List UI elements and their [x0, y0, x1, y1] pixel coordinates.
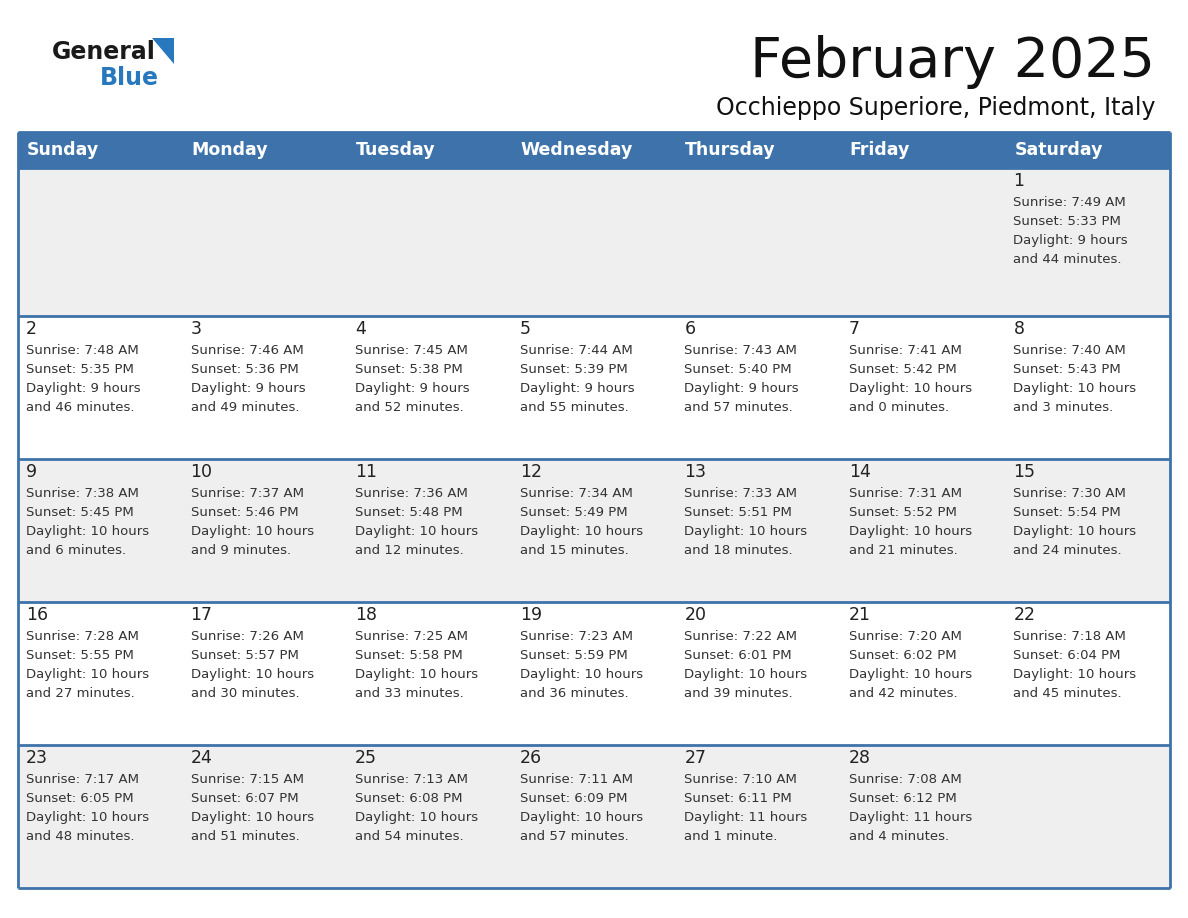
- Bar: [18, 132, 183, 168]
- Text: Sunrise: 7:28 AM
Sunset: 5:55 PM
Daylight: 10 hours
and 27 minutes.: Sunrise: 7:28 AM Sunset: 5:55 PM Dayligh…: [26, 630, 150, 700]
- Text: 8: 8: [1013, 320, 1024, 338]
- Text: 9: 9: [26, 463, 37, 481]
- Bar: [18, 168, 1170, 316]
- Text: Sunrise: 7:17 AM
Sunset: 6:05 PM
Daylight: 10 hours
and 48 minutes.: Sunrise: 7:17 AM Sunset: 6:05 PM Dayligh…: [26, 773, 150, 843]
- Text: 5: 5: [519, 320, 531, 338]
- Text: Sunrise: 7:22 AM
Sunset: 6:01 PM
Daylight: 10 hours
and 39 minutes.: Sunrise: 7:22 AM Sunset: 6:01 PM Dayligh…: [684, 630, 808, 700]
- Text: Sunrise: 7:31 AM
Sunset: 5:52 PM
Daylight: 10 hours
and 21 minutes.: Sunrise: 7:31 AM Sunset: 5:52 PM Dayligh…: [849, 487, 972, 557]
- Text: Sunrise: 7:49 AM
Sunset: 5:33 PM
Daylight: 9 hours
and 44 minutes.: Sunrise: 7:49 AM Sunset: 5:33 PM Dayligh…: [1013, 196, 1129, 266]
- Text: 23: 23: [26, 749, 48, 767]
- Text: 14: 14: [849, 463, 871, 481]
- Text: Sunrise: 7:20 AM
Sunset: 6:02 PM
Daylight: 10 hours
and 42 minutes.: Sunrise: 7:20 AM Sunset: 6:02 PM Dayligh…: [849, 630, 972, 700]
- Text: 22: 22: [1013, 606, 1036, 624]
- Text: 20: 20: [684, 606, 707, 624]
- Text: Sunrise: 7:33 AM
Sunset: 5:51 PM
Daylight: 10 hours
and 18 minutes.: Sunrise: 7:33 AM Sunset: 5:51 PM Dayligh…: [684, 487, 808, 557]
- Text: 7: 7: [849, 320, 860, 338]
- Text: 1: 1: [1013, 172, 1024, 190]
- Bar: [18, 459, 1170, 602]
- Text: Tuesday: Tuesday: [356, 141, 436, 159]
- Text: Sunrise: 7:30 AM
Sunset: 5:54 PM
Daylight: 10 hours
and 24 minutes.: Sunrise: 7:30 AM Sunset: 5:54 PM Dayligh…: [1013, 487, 1137, 557]
- Text: Sunrise: 7:34 AM
Sunset: 5:49 PM
Daylight: 10 hours
and 15 minutes.: Sunrise: 7:34 AM Sunset: 5:49 PM Dayligh…: [519, 487, 643, 557]
- Text: 3: 3: [190, 320, 202, 338]
- Text: Sunrise: 7:37 AM
Sunset: 5:46 PM
Daylight: 10 hours
and 9 minutes.: Sunrise: 7:37 AM Sunset: 5:46 PM Dayligh…: [190, 487, 314, 557]
- Text: 11: 11: [355, 463, 377, 481]
- Bar: [18, 602, 1170, 745]
- Bar: [347, 132, 512, 168]
- Text: 21: 21: [849, 606, 871, 624]
- Bar: [183, 132, 347, 168]
- Text: Blue: Blue: [100, 66, 159, 90]
- Polygon shape: [152, 38, 173, 64]
- Text: Saturday: Saturday: [1015, 141, 1102, 159]
- Text: 26: 26: [519, 749, 542, 767]
- Text: Sunrise: 7:44 AM
Sunset: 5:39 PM
Daylight: 9 hours
and 55 minutes.: Sunrise: 7:44 AM Sunset: 5:39 PM Dayligh…: [519, 344, 634, 414]
- Text: Sunrise: 7:48 AM
Sunset: 5:35 PM
Daylight: 9 hours
and 46 minutes.: Sunrise: 7:48 AM Sunset: 5:35 PM Dayligh…: [26, 344, 140, 414]
- Text: Wednesday: Wednesday: [520, 141, 633, 159]
- Bar: [18, 745, 1170, 888]
- Bar: [1005, 132, 1170, 168]
- Text: Sunrise: 7:40 AM
Sunset: 5:43 PM
Daylight: 10 hours
and 3 minutes.: Sunrise: 7:40 AM Sunset: 5:43 PM Dayligh…: [1013, 344, 1137, 414]
- Text: 16: 16: [26, 606, 49, 624]
- Text: 4: 4: [355, 320, 366, 338]
- Text: 17: 17: [190, 606, 213, 624]
- Bar: [512, 132, 676, 168]
- Text: Sunrise: 7:46 AM
Sunset: 5:36 PM
Daylight: 9 hours
and 49 minutes.: Sunrise: 7:46 AM Sunset: 5:36 PM Dayligh…: [190, 344, 305, 414]
- Text: 19: 19: [519, 606, 542, 624]
- Text: Sunrise: 7:15 AM
Sunset: 6:07 PM
Daylight: 10 hours
and 51 minutes.: Sunrise: 7:15 AM Sunset: 6:07 PM Dayligh…: [190, 773, 314, 843]
- Text: Sunrise: 7:10 AM
Sunset: 6:11 PM
Daylight: 11 hours
and 1 minute.: Sunrise: 7:10 AM Sunset: 6:11 PM Dayligh…: [684, 773, 808, 843]
- Text: Monday: Monday: [191, 141, 268, 159]
- Text: Friday: Friday: [849, 141, 910, 159]
- Text: 10: 10: [190, 463, 213, 481]
- Text: 2: 2: [26, 320, 37, 338]
- Text: 18: 18: [355, 606, 377, 624]
- Text: Sunrise: 7:13 AM
Sunset: 6:08 PM
Daylight: 10 hours
and 54 minutes.: Sunrise: 7:13 AM Sunset: 6:08 PM Dayligh…: [355, 773, 479, 843]
- Text: 15: 15: [1013, 463, 1036, 481]
- Text: 27: 27: [684, 749, 707, 767]
- Text: Sunrise: 7:23 AM
Sunset: 5:59 PM
Daylight: 10 hours
and 36 minutes.: Sunrise: 7:23 AM Sunset: 5:59 PM Dayligh…: [519, 630, 643, 700]
- Text: Sunrise: 7:36 AM
Sunset: 5:48 PM
Daylight: 10 hours
and 12 minutes.: Sunrise: 7:36 AM Sunset: 5:48 PM Dayligh…: [355, 487, 479, 557]
- Text: Sunrise: 7:26 AM
Sunset: 5:57 PM
Daylight: 10 hours
and 30 minutes.: Sunrise: 7:26 AM Sunset: 5:57 PM Dayligh…: [190, 630, 314, 700]
- Text: Sunrise: 7:43 AM
Sunset: 5:40 PM
Daylight: 9 hours
and 57 minutes.: Sunrise: 7:43 AM Sunset: 5:40 PM Dayligh…: [684, 344, 798, 414]
- Text: Sunrise: 7:08 AM
Sunset: 6:12 PM
Daylight: 11 hours
and 4 minutes.: Sunrise: 7:08 AM Sunset: 6:12 PM Dayligh…: [849, 773, 972, 843]
- Text: Sunday: Sunday: [27, 141, 100, 159]
- Text: Occhieppo Superiore, Piedmont, Italy: Occhieppo Superiore, Piedmont, Italy: [715, 96, 1155, 120]
- Bar: [841, 132, 1005, 168]
- Text: 24: 24: [190, 749, 213, 767]
- Text: 25: 25: [355, 749, 377, 767]
- Text: Sunrise: 7:11 AM
Sunset: 6:09 PM
Daylight: 10 hours
and 57 minutes.: Sunrise: 7:11 AM Sunset: 6:09 PM Dayligh…: [519, 773, 643, 843]
- Bar: [18, 316, 1170, 459]
- Bar: [676, 132, 841, 168]
- Text: 6: 6: [684, 320, 695, 338]
- Text: Sunrise: 7:25 AM
Sunset: 5:58 PM
Daylight: 10 hours
and 33 minutes.: Sunrise: 7:25 AM Sunset: 5:58 PM Dayligh…: [355, 630, 479, 700]
- Text: Sunrise: 7:45 AM
Sunset: 5:38 PM
Daylight: 9 hours
and 52 minutes.: Sunrise: 7:45 AM Sunset: 5:38 PM Dayligh…: [355, 344, 469, 414]
- Text: General: General: [52, 40, 156, 64]
- Text: Thursday: Thursday: [685, 141, 776, 159]
- Text: February 2025: February 2025: [750, 35, 1155, 89]
- Text: Sunrise: 7:41 AM
Sunset: 5:42 PM
Daylight: 10 hours
and 0 minutes.: Sunrise: 7:41 AM Sunset: 5:42 PM Dayligh…: [849, 344, 972, 414]
- Text: 12: 12: [519, 463, 542, 481]
- Text: 28: 28: [849, 749, 871, 767]
- Text: Sunrise: 7:18 AM
Sunset: 6:04 PM
Daylight: 10 hours
and 45 minutes.: Sunrise: 7:18 AM Sunset: 6:04 PM Dayligh…: [1013, 630, 1137, 700]
- Text: Sunrise: 7:38 AM
Sunset: 5:45 PM
Daylight: 10 hours
and 6 minutes.: Sunrise: 7:38 AM Sunset: 5:45 PM Dayligh…: [26, 487, 150, 557]
- Text: 13: 13: [684, 463, 707, 481]
